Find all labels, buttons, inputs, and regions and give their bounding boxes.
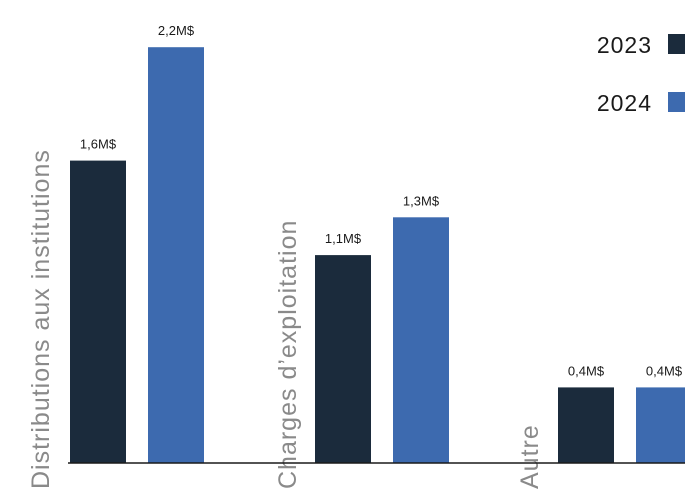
category-label: Autre — [516, 424, 544, 489]
bar-value-label: 1,3M$ — [403, 193, 440, 208]
legend: 2023 2024 — [597, 32, 685, 116]
bar-0-0 — [70, 160, 126, 463]
bar-value-label: 0,4M$ — [568, 363, 605, 378]
bar-2-0 — [558, 387, 614, 463]
bars-group — [70, 47, 685, 463]
bar-value-label: 1,6M$ — [80, 137, 117, 152]
bar-value-label: 0,4M$ — [646, 363, 683, 378]
category-label: Charges d’exploitation — [274, 220, 302, 489]
bar-2-1 — [636, 387, 685, 463]
bar-1-0 — [315, 255, 371, 463]
bar-labels-group: 1,6M$ 2,2M$ 1,1M$ 1,3M$ 0,4M$ 0,4M$ — [80, 23, 683, 378]
category-labels-group: Distributions aux institutions Charges d’… — [27, 149, 544, 489]
bar-0-1 — [148, 47, 204, 463]
legend-swatch — [668, 34, 685, 54]
category-label: Distributions aux institutions — [27, 149, 55, 489]
legend-swatch — [668, 92, 685, 112]
bar-value-label: 2,2M$ — [158, 23, 195, 38]
bar-1-1 — [393, 217, 449, 463]
bar-value-label: 1,1M$ — [325, 231, 362, 246]
legend-label: 2024 — [597, 90, 652, 116]
legend-label: 2023 — [597, 32, 652, 58]
